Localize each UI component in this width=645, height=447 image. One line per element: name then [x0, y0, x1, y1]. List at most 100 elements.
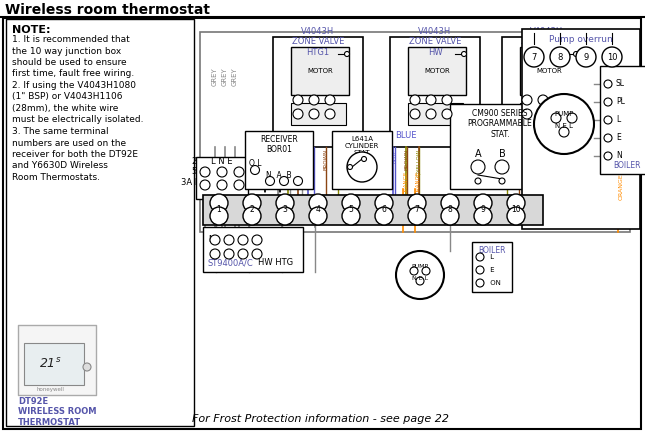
Circle shape: [234, 167, 244, 177]
Circle shape: [507, 194, 525, 212]
Circle shape: [604, 152, 612, 160]
Circle shape: [396, 251, 444, 299]
Circle shape: [210, 207, 228, 225]
Text: 230V
50Hz
3A RATED: 230V 50Hz 3A RATED: [181, 157, 223, 187]
Bar: [520, 103, 575, 125]
Text: ORANGE: ORANGE: [619, 173, 624, 200]
Circle shape: [243, 194, 261, 212]
Circle shape: [476, 253, 484, 261]
Text: 9: 9: [481, 206, 486, 215]
Circle shape: [238, 249, 248, 259]
Text: honeywell: honeywell: [36, 388, 64, 392]
Text: SL: SL: [616, 80, 625, 89]
Circle shape: [567, 113, 577, 123]
Circle shape: [476, 279, 484, 287]
Text: PL: PL: [616, 97, 625, 106]
Text: the 10 way junction box: the 10 way junction box: [12, 46, 121, 55]
Circle shape: [576, 47, 596, 67]
Text: 1: 1: [217, 206, 221, 215]
Text: #8B4513: #8B4513: [517, 149, 522, 175]
Text: 21$^s$: 21$^s$: [39, 357, 61, 371]
Circle shape: [462, 51, 466, 56]
Text: Pump overrun: Pump overrun: [549, 35, 613, 44]
Bar: [24, 343, 84, 385]
Circle shape: [604, 98, 612, 106]
Circle shape: [471, 160, 485, 174]
Text: MOTOR: MOTOR: [307, 68, 333, 74]
Circle shape: [534, 94, 594, 154]
Circle shape: [243, 207, 261, 225]
Text: BLUE: BLUE: [312, 149, 317, 163]
Text: BOILER: BOILER: [613, 161, 640, 170]
Text: 8: 8: [448, 206, 452, 215]
Circle shape: [522, 109, 532, 119]
Circle shape: [426, 109, 436, 119]
Text: numbers are used on the: numbers are used on the: [12, 139, 126, 148]
Text: ST9400A/C: ST9400A/C: [208, 258, 253, 267]
Text: L N E: L N E: [212, 157, 233, 166]
Circle shape: [250, 165, 259, 174]
Text: must be electrically isolated.: must be electrically isolated.: [12, 115, 143, 125]
Text: A: A: [475, 149, 481, 159]
Text: BROWN: BROWN: [404, 149, 410, 170]
Circle shape: [426, 95, 436, 105]
Bar: [502, 37, 592, 147]
Circle shape: [416, 277, 424, 285]
Text: BOILER: BOILER: [478, 246, 506, 255]
Text: BLUE: BLUE: [395, 131, 417, 139]
Text: PUMP: PUMP: [412, 265, 428, 270]
Bar: [408, 103, 463, 125]
Circle shape: [309, 109, 319, 119]
Circle shape: [476, 266, 484, 274]
Text: G/YELLOW: G/YELLOW: [417, 149, 421, 177]
Circle shape: [573, 51, 579, 56]
Circle shape: [474, 194, 492, 212]
Circle shape: [217, 180, 227, 190]
Text: 2: 2: [250, 206, 254, 215]
Circle shape: [375, 207, 393, 225]
Text: N E L: N E L: [412, 275, 428, 281]
Circle shape: [210, 235, 220, 245]
Text: 7: 7: [415, 206, 419, 215]
Text: 10: 10: [607, 52, 617, 62]
Circle shape: [200, 180, 210, 190]
Circle shape: [309, 207, 327, 225]
Circle shape: [309, 194, 327, 212]
Text: B: B: [499, 149, 506, 159]
Bar: [200, 32, 630, 232]
Circle shape: [342, 194, 360, 212]
Circle shape: [495, 160, 509, 174]
Bar: [203, 195, 543, 225]
Circle shape: [344, 51, 350, 56]
Text: L: L: [488, 254, 494, 260]
Circle shape: [342, 207, 360, 225]
Text: GREY: GREY: [212, 67, 218, 86]
Circle shape: [442, 109, 452, 119]
Circle shape: [224, 249, 234, 259]
Text: For Frost Protection information - see page 22: For Frost Protection information - see p…: [192, 414, 448, 424]
Text: ORANGE: ORANGE: [415, 170, 421, 194]
Circle shape: [538, 95, 548, 105]
Circle shape: [210, 194, 228, 212]
Text: BLUE: BLUE: [393, 149, 397, 163]
Text: V4043H
ZONE VALVE
HTG1: V4043H ZONE VALVE HTG1: [292, 27, 344, 57]
Circle shape: [348, 164, 353, 169]
Bar: [520, 47, 578, 95]
Circle shape: [499, 178, 505, 184]
Text: NOTE:: NOTE:: [12, 25, 50, 35]
Text: 3: 3: [283, 206, 288, 215]
Circle shape: [293, 109, 303, 119]
Circle shape: [559, 127, 569, 137]
Circle shape: [279, 177, 288, 186]
Circle shape: [408, 207, 426, 225]
Text: PUMP: PUMP: [554, 111, 573, 117]
Circle shape: [408, 194, 426, 212]
Bar: [6, 19, 194, 426]
Text: ON: ON: [488, 280, 501, 286]
Text: 9: 9: [583, 52, 589, 62]
Text: 3. The same terminal: 3. The same terminal: [12, 127, 108, 136]
Bar: [291, 103, 346, 125]
Circle shape: [550, 47, 570, 67]
Text: N E L: N E L: [555, 123, 573, 129]
Bar: [196, 157, 248, 199]
